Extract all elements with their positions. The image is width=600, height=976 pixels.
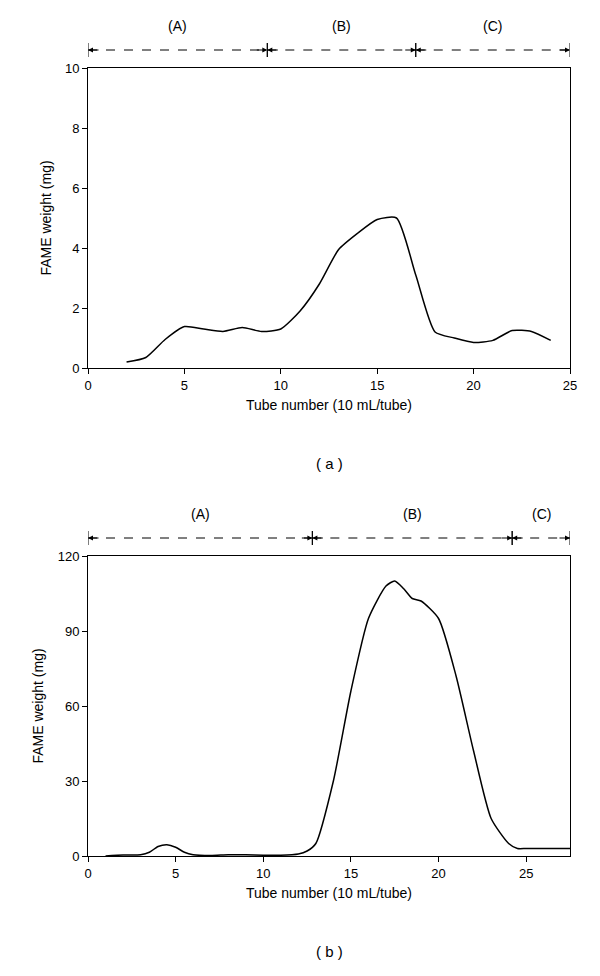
svg-text:0: 0 <box>72 849 79 864</box>
svg-text:25: 25 <box>563 378 577 393</box>
svg-text:( a ): ( a ) <box>316 455 343 472</box>
svg-text:0: 0 <box>84 866 91 881</box>
svg-text:FAME weight (mg): FAME weight (mg) <box>38 160 54 275</box>
svg-text:0: 0 <box>84 378 91 393</box>
svg-text:8: 8 <box>72 121 79 136</box>
svg-text:(A): (A) <box>168 18 187 34</box>
svg-text:25: 25 <box>519 866 533 881</box>
svg-text:20: 20 <box>431 866 445 881</box>
svg-text:5: 5 <box>172 866 179 881</box>
svg-text:120: 120 <box>58 549 80 564</box>
svg-text:(C): (C) <box>532 506 551 522</box>
svg-text:( b ): ( b ) <box>316 943 343 960</box>
svg-text:15: 15 <box>344 866 358 881</box>
svg-text:10: 10 <box>274 378 288 393</box>
svg-text:Tube number (10 mL/tube): Tube number (10 mL/tube) <box>246 397 412 413</box>
svg-text:(B): (B) <box>332 18 351 34</box>
svg-text:FAME weight (mg): FAME weight (mg) <box>30 648 46 763</box>
svg-text:2: 2 <box>72 301 79 316</box>
svg-text:6: 6 <box>72 181 79 196</box>
svg-text:0: 0 <box>72 361 79 376</box>
svg-text:90: 90 <box>65 624 79 639</box>
svg-text:15: 15 <box>370 378 384 393</box>
svg-text:4: 4 <box>72 241 79 256</box>
svg-text:30: 30 <box>65 774 79 789</box>
svg-text:(A): (A) <box>191 506 210 522</box>
svg-text:20: 20 <box>466 378 480 393</box>
svg-text:(B): (B) <box>403 506 422 522</box>
svg-text:10: 10 <box>65 61 79 76</box>
svg-text:Tube number (10 mL/tube): Tube number (10 mL/tube) <box>246 885 412 901</box>
svg-text:10: 10 <box>256 866 270 881</box>
svg-text:5: 5 <box>181 378 188 393</box>
svg-text:60: 60 <box>65 699 79 714</box>
svg-text:(C): (C) <box>483 18 502 34</box>
